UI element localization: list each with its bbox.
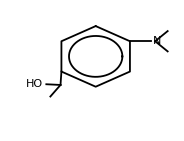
Text: N: N bbox=[152, 36, 161, 46]
Text: HO: HO bbox=[26, 79, 43, 89]
